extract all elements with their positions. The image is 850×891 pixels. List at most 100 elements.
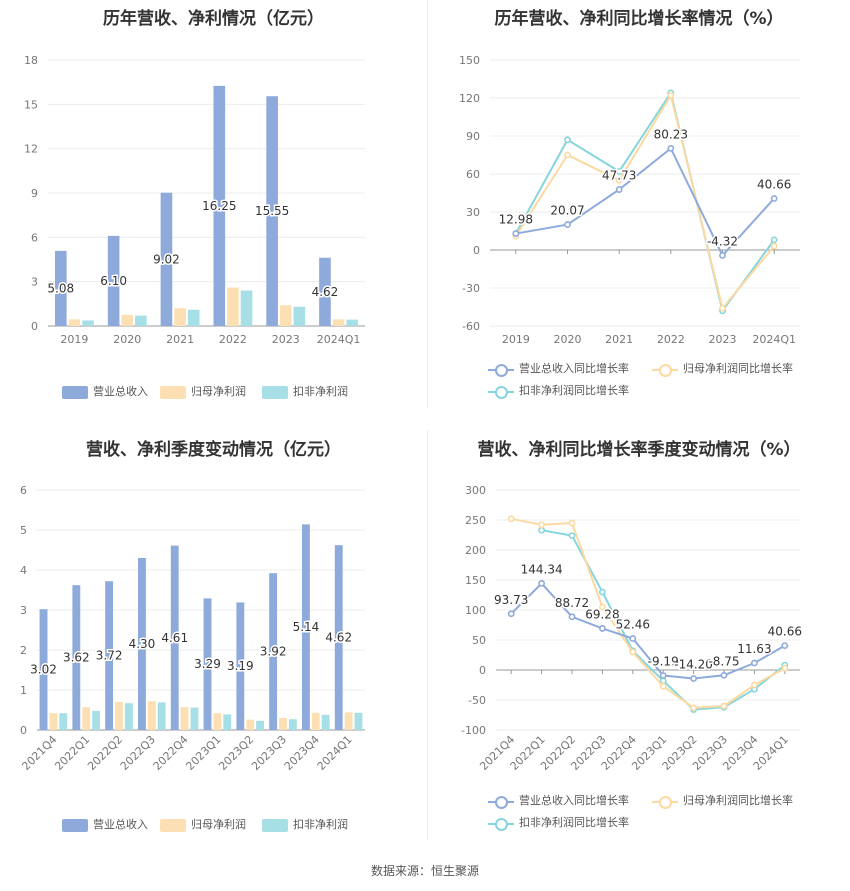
bar-net-profit [174, 308, 186, 326]
legend-item[interactable]: 营业总收入 [62, 816, 148, 832]
bar-deducted-profit [190, 707, 199, 730]
legend-line-swatch [488, 817, 514, 831]
legend-item[interactable]: 扣非净利润 [262, 816, 348, 832]
data-point [659, 682, 667, 690]
data-label: 3.29 [194, 657, 221, 671]
data-label: 47.73 [602, 169, 636, 183]
data-point [538, 526, 545, 534]
data-point [750, 659, 758, 667]
data-point [538, 579, 545, 587]
legend-label: 营业总收入 [93, 818, 148, 831]
legend-item[interactable]: 归母净利润同比增长率 [652, 792, 793, 809]
legend-label: 扣非净利润 [293, 385, 348, 398]
legend-label: 扣非净利润同比增长率 [519, 816, 629, 829]
legend-item[interactable]: 归母净利润 [160, 383, 246, 399]
legend-swatch [262, 818, 288, 832]
data-label: 40.66 [757, 177, 791, 191]
data-point [770, 195, 778, 202]
bar-net-profit [332, 319, 345, 326]
y-tick-label: 15 [24, 98, 38, 111]
bar-net-profit [213, 713, 222, 730]
annual-growth-line-chart: -60 -30 0 30 60 90 120 150 2019 2020 2021 2022 2023 2… [459, 54, 800, 346]
data-label: 20.07 [550, 204, 584, 218]
y-tick-label: 12 [24, 143, 38, 156]
data-label: 16.25 [202, 199, 236, 213]
legend-swatch [62, 385, 88, 399]
data-label: -14.20 [674, 658, 713, 672]
bar-revenue [105, 581, 114, 730]
divider-top [427, 0, 428, 408]
series-line-0 [515, 146, 775, 258]
bar-net-profit [279, 305, 292, 326]
legend-item[interactable]: 扣非净利润同比增长率 [488, 814, 629, 831]
legend-label: 扣非净利润同比增长率 [519, 384, 629, 397]
quarterly-growth-panel: 营收、净利同比增长率季度变动情况（%） -100 -50 0 50 100 150 200 2… [428, 430, 850, 860]
bar-revenue [213, 85, 226, 326]
legend-item[interactable]: 归母净利润同比增长率 [652, 360, 793, 377]
data-point [615, 186, 623, 193]
y-tick-label: 30 [466, 206, 480, 219]
data-label: 40.66 [768, 625, 802, 639]
data-point [770, 242, 778, 250]
data-point [750, 681, 758, 689]
bar-net-profit [180, 707, 189, 730]
data-source: 数据来源：恒生聚源 [370, 864, 479, 878]
y-tick-label: 6 [31, 231, 38, 244]
y-tick-label: 250 [465, 514, 486, 527]
x-tick-label: 2023Q1 [183, 733, 223, 773]
data-point [781, 664, 789, 672]
legend-item[interactable]: 扣非净利润 [262, 383, 348, 399]
annual-revenue-profit-panel: 历年营收、净利情况（亿元） 0 3 6 9 12 15 18 2019 2020 2021 2022… [0, 0, 427, 430]
legend-label: 归母净利润 [191, 818, 246, 831]
x-tick-label: 2023 [272, 333, 300, 346]
legend-item[interactable]: 归母净利润 [160, 816, 246, 832]
data-label: 3.72 [96, 649, 123, 663]
bar-deducted-profit [321, 714, 330, 730]
bar-net-profit [227, 287, 239, 326]
bar-revenue [160, 192, 173, 326]
x-tick-label: 2024Q1 [317, 333, 361, 346]
bar-revenue [170, 545, 179, 730]
bar-deducted-profit [124, 703, 133, 730]
y-tick-label: 60 [466, 168, 480, 181]
x-tick-label: 2023Q2 [216, 733, 256, 773]
y-tick-label: 9 [31, 187, 38, 200]
data-point [690, 675, 697, 682]
data-point [538, 521, 545, 529]
y-tick-label: 150 [459, 54, 480, 67]
data-label: 80.23 [654, 127, 688, 141]
data-point [507, 610, 515, 618]
x-tick-label: 2022 [219, 333, 247, 346]
bar-deducted-profit [92, 710, 101, 730]
x-tick-label: 2022Q1 [52, 733, 92, 773]
legend-item[interactable]: 营业总收入同比增长率 [488, 360, 629, 377]
bar-net-profit [279, 718, 287, 730]
y-tick-label: -50 [468, 694, 486, 707]
bar-deducted-profit [157, 702, 166, 730]
data-point [781, 642, 789, 650]
data-point [507, 515, 515, 523]
data-point [659, 677, 667, 685]
x-tick-label: 2022 [657, 333, 685, 346]
series-line-2 [514, 90, 775, 314]
data-point [690, 704, 697, 712]
y-tick-label: 3 [20, 604, 27, 617]
bar-revenue [137, 558, 146, 730]
data-point [564, 221, 571, 228]
legend-label: 营业总收入同比增长率 [519, 362, 629, 375]
data-point [568, 532, 576, 539]
y-tick-label: 0 [479, 664, 486, 677]
legend-item[interactable]: 营业总收入同比增长率 [488, 792, 629, 809]
y-tick-label: 120 [459, 92, 480, 105]
y-tick-label: 150 [465, 574, 486, 587]
bar-net-profit [121, 314, 134, 326]
x-tick-label: 2021 [605, 333, 633, 346]
legend-item[interactable]: 扣非净利润同比增长率 [488, 382, 629, 399]
x-tick-label: 2022Q2 [85, 733, 125, 773]
data-label: 15.55 [255, 204, 289, 218]
data-label: 52.46 [616, 618, 650, 632]
data-point [598, 625, 606, 632]
legend-item[interactable]: 营业总收入 [62, 383, 148, 399]
legend-swatch [160, 385, 186, 399]
bar-revenue [269, 573, 278, 730]
